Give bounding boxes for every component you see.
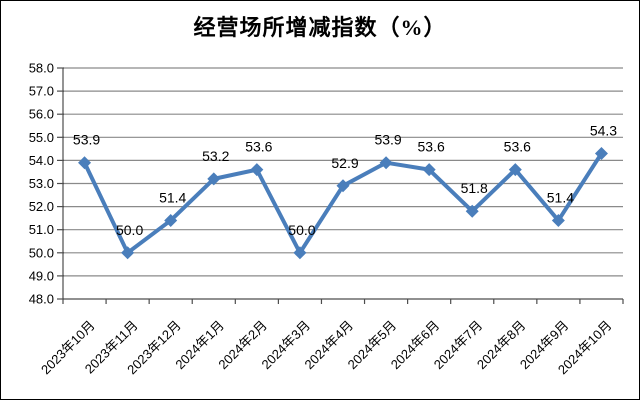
data-point-label: 53.6: [245, 139, 272, 155]
data-point-label: 51.4: [547, 189, 574, 205]
data-point-label: 53.6: [418, 139, 445, 155]
data-point-label: 50.0: [116, 222, 143, 238]
y-tick-label: 53.0: [29, 176, 54, 191]
data-point-marker: [78, 156, 92, 170]
data-point-label: 51.4: [159, 189, 186, 205]
data-point-marker: [508, 163, 522, 177]
data-point-label: 51.8: [461, 180, 488, 196]
data-point-marker: [379, 156, 393, 170]
data-point-marker: [551, 213, 565, 227]
y-tick-label: 50.0: [29, 245, 54, 260]
y-tick-label: 55.0: [29, 130, 54, 145]
y-tick-label: 56.0: [29, 107, 54, 122]
data-point-label: 53.9: [73, 132, 100, 148]
data-point-marker: [594, 146, 608, 160]
data-point-marker: [250, 163, 264, 177]
data-point-marker: [207, 172, 221, 186]
data-point-label: 50.0: [288, 222, 315, 238]
data-point-marker: [293, 246, 307, 260]
data-point-marker: [465, 204, 479, 218]
y-tick-label: 57.0: [29, 84, 54, 99]
y-tick-label: 51.0: [29, 222, 54, 237]
data-point-marker: [336, 179, 350, 193]
data-point-marker: [422, 163, 436, 177]
data-point-label: 54.3: [590, 122, 617, 138]
y-tick-label: 49.0: [29, 268, 54, 283]
y-tick-label: 48.0: [29, 292, 54, 307]
y-tick-label: 58.0: [29, 61, 54, 76]
y-tick-label: 54.0: [29, 153, 54, 168]
data-point-label: 52.9: [331, 155, 358, 171]
data-point-marker: [164, 213, 178, 227]
data-point-label: 53.6: [504, 139, 531, 155]
data-point-label: 53.9: [374, 132, 401, 148]
data-point-marker: [121, 246, 135, 260]
data-point-label: 53.2: [202, 148, 229, 164]
y-tick-label: 52.0: [29, 199, 54, 214]
chart-title: 经营场所增减指数（%）: [193, 15, 447, 40]
